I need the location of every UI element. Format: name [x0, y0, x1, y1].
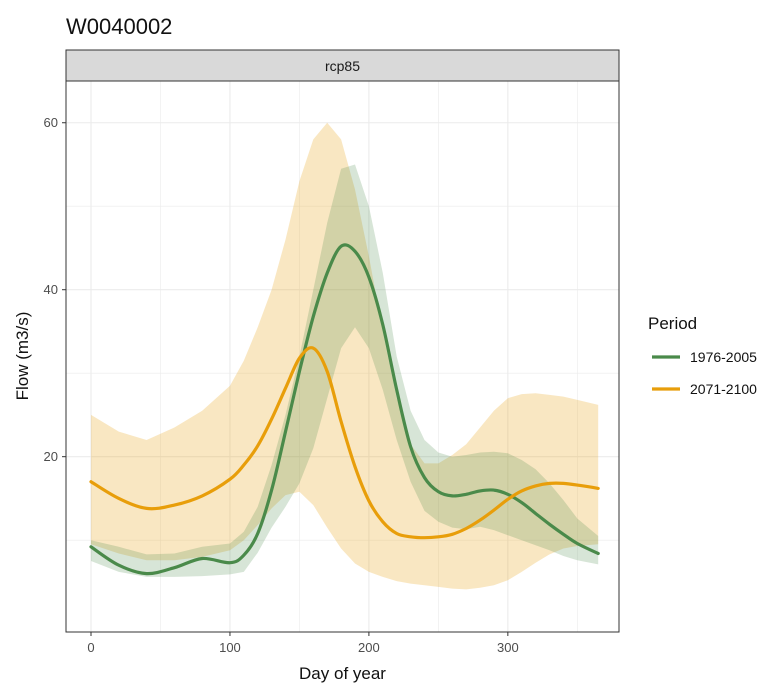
series-line-1976-2005: [89, 243, 600, 576]
facet-label: rcp85: [325, 58, 360, 74]
y-tick-label: 60: [44, 115, 58, 130]
facet-strip: rcp85: [65, 49, 620, 82]
grid-lines: [66, 81, 619, 632]
facet-strip-box: [65, 49, 620, 82]
series-layer: [89, 243, 600, 576]
ribbon-layer: [91, 122, 599, 590]
x-axis-title: Day of year: [299, 664, 386, 683]
ribbon-1976-2005: [91, 164, 599, 577]
y-axis-title: Flow (m3/s): [13, 312, 32, 401]
legend-items: 1976-2005 2071-2100: [652, 349, 757, 397]
x-axis: 0 100 200 300: [87, 632, 519, 655]
chart-title: W0040002: [66, 14, 172, 39]
x-tick-label: 300: [497, 640, 519, 655]
x-tick-label: 200: [358, 640, 380, 655]
legend-label-1976-2005: 1976-2005: [690, 349, 757, 365]
ribbon-2071-2100: [91, 122, 599, 590]
series-line-2071-2100: [89, 346, 600, 540]
y-tick-label: 40: [44, 282, 58, 297]
legend: Period 1976-2005 2071-2100: [648, 314, 757, 397]
y-axis: 20 40 60: [44, 115, 66, 464]
y-tick-label: 20: [44, 449, 58, 464]
x-tick-label: 100: [219, 640, 241, 655]
panel-border: [65, 80, 620, 633]
legend-label-2071-2100: 2071-2100: [690, 381, 757, 397]
x-tick-label: 0: [87, 640, 94, 655]
legend-title: Period: [648, 314, 697, 333]
